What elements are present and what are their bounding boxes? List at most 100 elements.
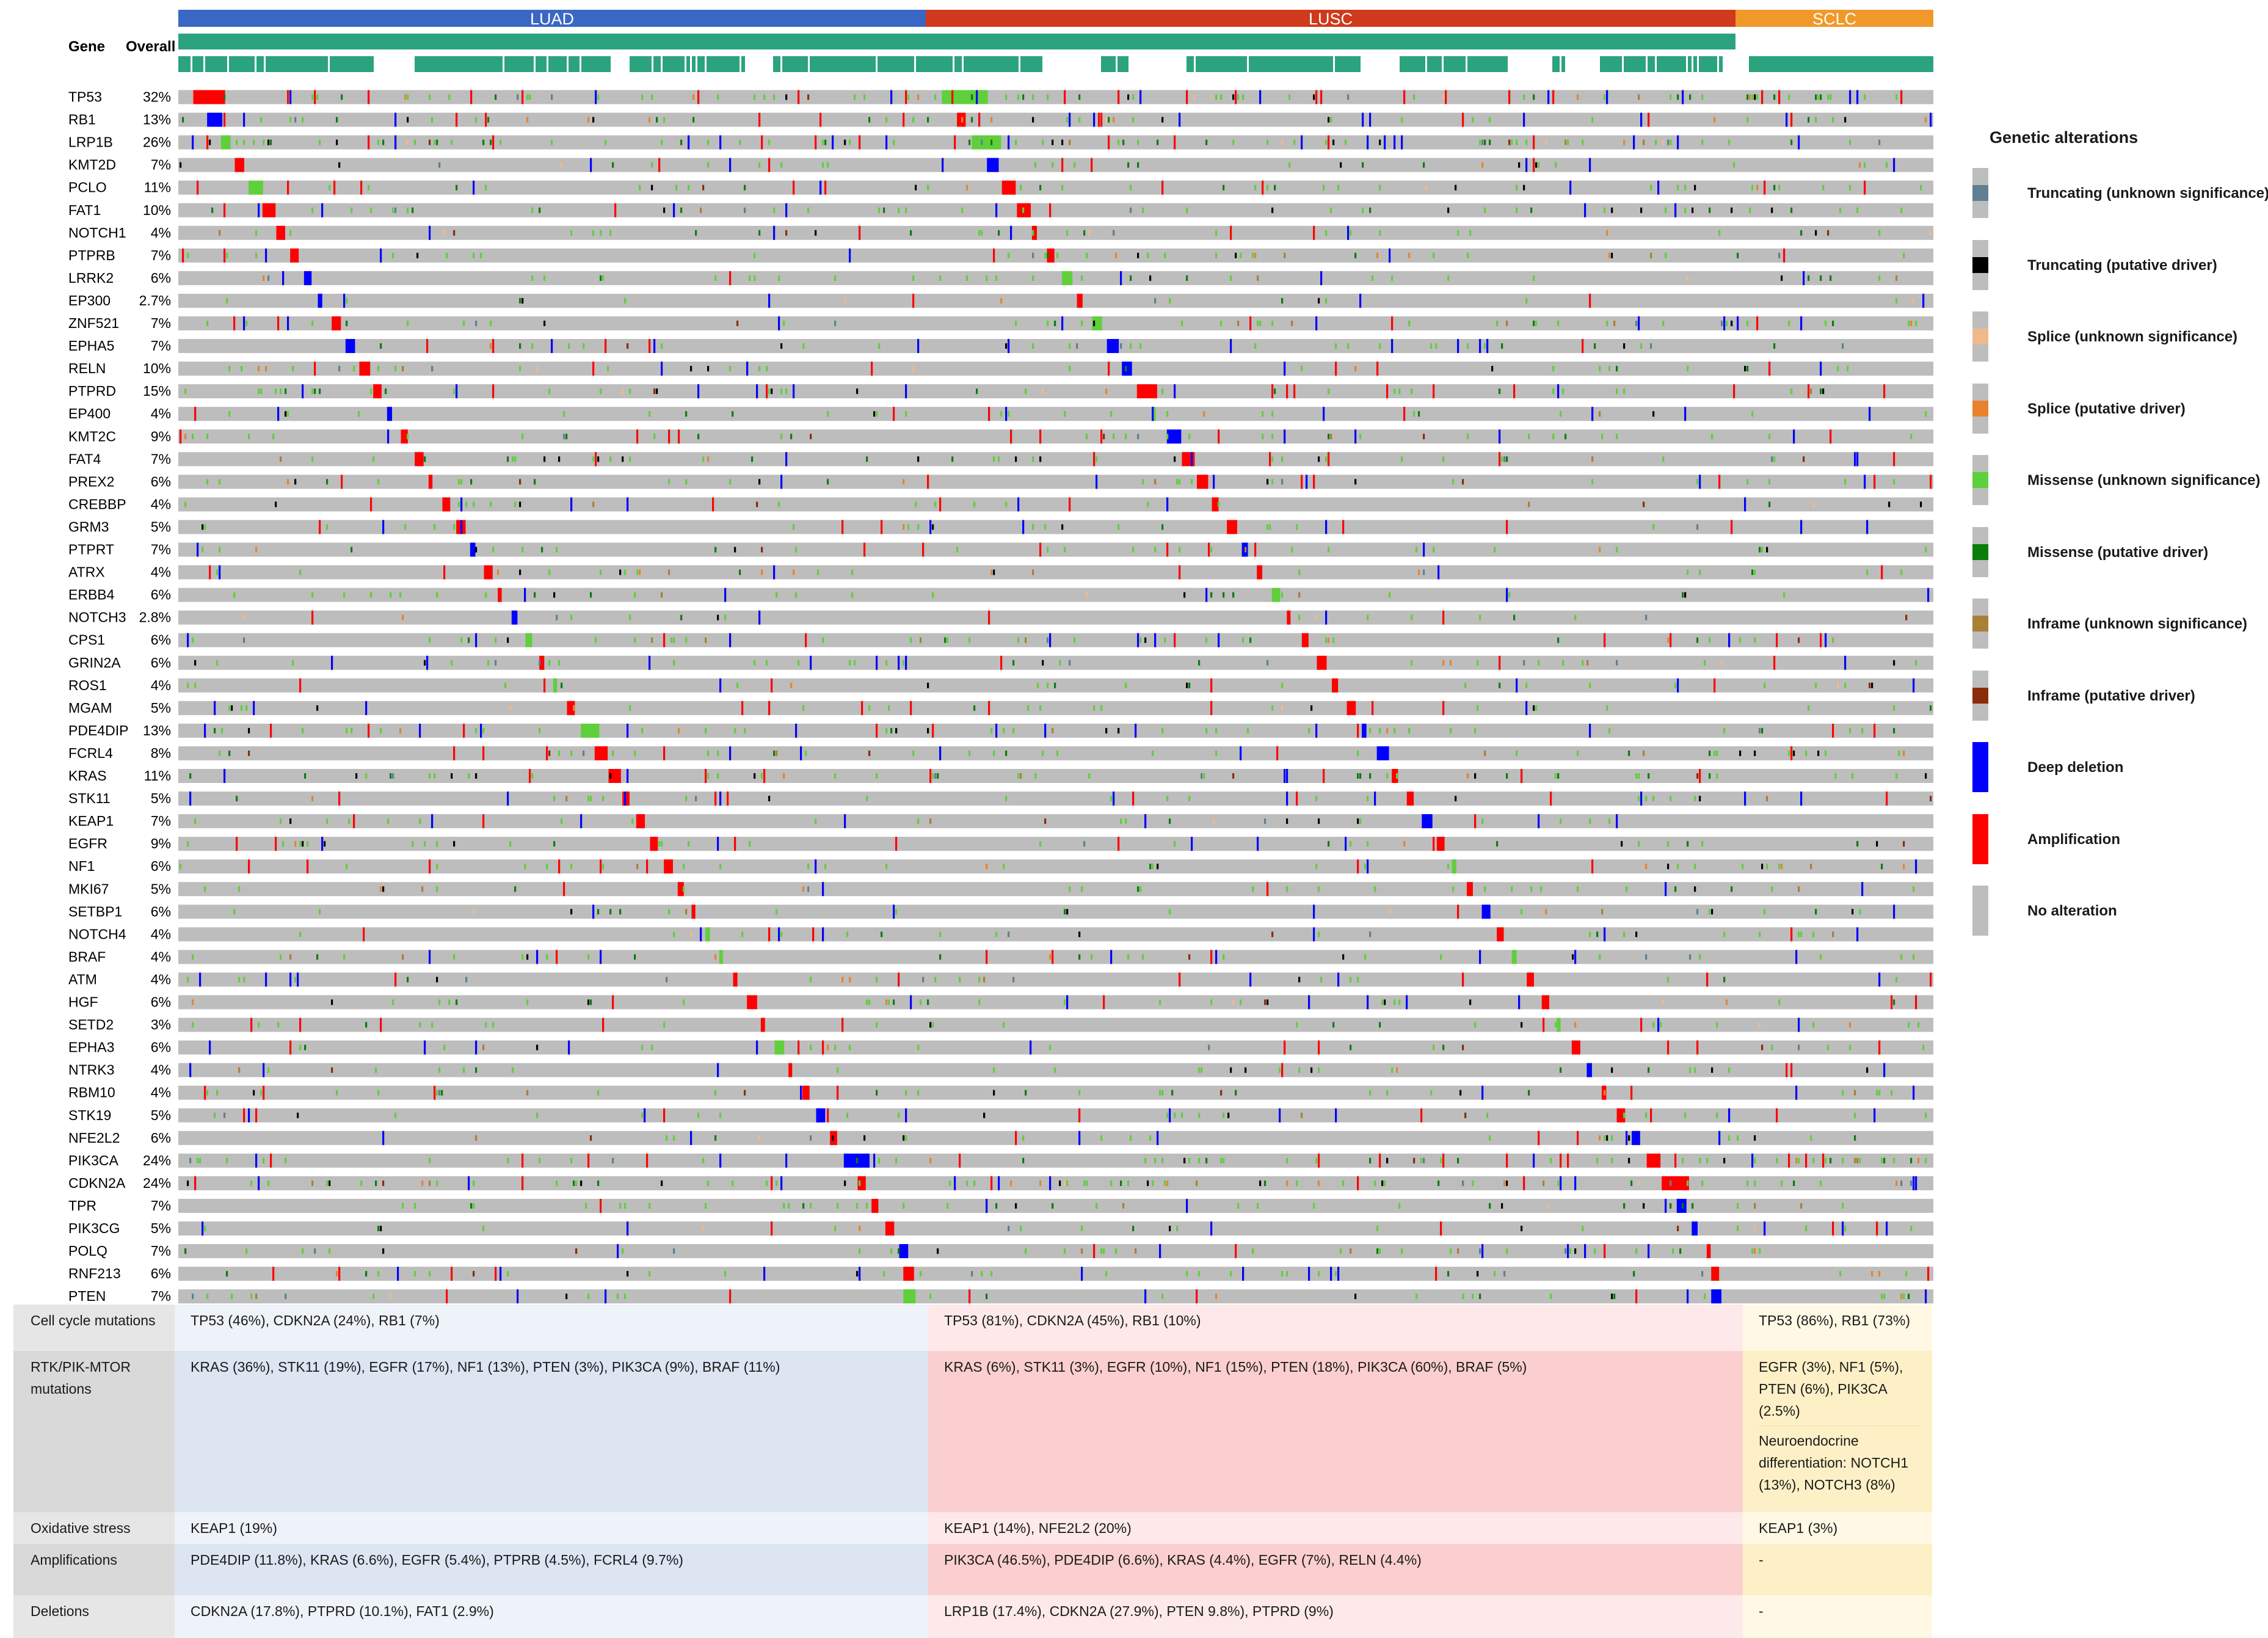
alteration-mark: [1667, 977, 1670, 983]
alteration-mark: [1701, 841, 1704, 847]
alteration-mark: [1513, 384, 1516, 399]
alteration-mark: [348, 818, 351, 824]
overall-frequency: 9%: [151, 428, 171, 444]
alteration-mark: [424, 841, 426, 847]
sclc-cell: TP53 (86%), RB1 (73%): [1743, 1305, 1932, 1351]
row-background: [178, 1289, 1933, 1304]
alteration-mark: [343, 293, 346, 308]
alteration-mark: [619, 569, 622, 575]
alteration-mark: [336, 117, 338, 123]
gene-label: ERBB4: [68, 587, 115, 603]
alteration-block: [871, 1198, 879, 1213]
alteration-mark: [671, 637, 673, 643]
alteration-mark: [978, 112, 981, 127]
luad-cell: CDKN2A (17.8%), PTPRD (10.1%), FAT1 (2.9…: [175, 1595, 928, 1638]
alteration-block: [1347, 701, 1356, 715]
alteration-mark: [627, 769, 629, 783]
gene-column-header: Gene: [68, 38, 105, 55]
alteration-mark: [570, 497, 573, 512]
alteration-mark: [1005, 501, 1008, 508]
alteration-mark: [780, 162, 783, 168]
alteration-mark: [995, 203, 998, 217]
alteration-mark: [1064, 411, 1066, 417]
alteration-mark: [1467, 252, 1469, 258]
alteration-mark: [1895, 1180, 1898, 1186]
alteration-mark: [1898, 750, 1900, 756]
alteration-mark: [453, 230, 456, 236]
gene-label: MGAM: [68, 700, 112, 716]
alteration-mark: [1139, 886, 1142, 892]
alteration-mark: [1499, 655, 1501, 670]
alteration-mark: [551, 139, 553, 145]
alteration-mark: [1269, 452, 1271, 467]
alteration-mark: [617, 1294, 619, 1300]
alteration-mark: [548, 660, 551, 666]
alteration-mark: [961, 207, 964, 213]
alteration-mark: [1394, 388, 1396, 395]
alteration-mark: [1271, 411, 1274, 417]
overall-frequency: 24%: [143, 1175, 171, 1191]
alteration-mark: [658, 158, 661, 172]
alteration-mark: [1652, 1022, 1655, 1028]
alteration-mark: [1674, 682, 1677, 688]
alteration-mark: [282, 841, 285, 847]
alteration-mark: [311, 94, 314, 100]
legend-label: Truncating (putative driver): [2027, 257, 2217, 274]
overall-frequency: 4%: [151, 926, 171, 942]
alteration-mark: [1433, 547, 1435, 553]
alteration-mark: [688, 135, 690, 150]
alteration-mark: [1790, 207, 1793, 213]
alteration-mark: [1247, 727, 1249, 733]
alteration-mark: [1039, 542, 1042, 557]
alteration-mark: [1501, 1203, 1503, 1209]
legend: Genetic alterations Truncating (unknown …: [1972, 122, 2268, 937]
alteration-mark: [1374, 792, 1376, 806]
alteration-mark: [1196, 1289, 1198, 1304]
alteration-mark: [780, 388, 783, 395]
alteration-mark: [314, 1248, 316, 1254]
alteration-mark: [798, 90, 800, 104]
gene-row-fcrl4: FCRL4 8%: [68, 745, 1933, 761]
alteration-mark: [1599, 411, 1601, 417]
gene-row-setbp1: SETBP1 6%: [68, 903, 1933, 919]
alteration-mark: [1120, 1180, 1122, 1186]
gene-label: GRM3: [68, 519, 109, 534]
alteration-mark: [1249, 972, 1252, 987]
alteration-mark: [707, 366, 710, 372]
alteration-mark: [1888, 501, 1891, 508]
alteration-mark: [1766, 547, 1768, 553]
gene-row-pik3ca: PIK3CA 24%: [68, 1152, 1933, 1168]
alteration-mark: [885, 660, 888, 666]
alteration-mark: [1925, 1289, 1927, 1304]
gene-row-egfr: EGFR 9%: [68, 835, 1933, 851]
alteration-block: [511, 610, 518, 625]
alteration-mark: [619, 1203, 622, 1209]
alteration-mark: [1354, 1294, 1357, 1300]
alteration-mark: [1699, 954, 1701, 960]
alteration-mark: [1183, 592, 1186, 598]
overall-frequency: 15%: [143, 383, 171, 399]
alteration-mark: [1474, 727, 1477, 733]
alteration-mark: [456, 384, 458, 399]
alteration-mark: [744, 1090, 746, 1096]
alteration-mark: [1384, 1180, 1386, 1186]
alteration-mark: [1790, 388, 1793, 395]
alteration-mark: [275, 388, 277, 395]
alteration-mark: [1000, 297, 1003, 304]
alteration-mark: [1069, 497, 1071, 512]
alteration-mark: [1254, 542, 1257, 557]
alteration-mark: [793, 569, 795, 575]
alteration-mark: [905, 411, 907, 417]
alteration-mark: [492, 1022, 495, 1028]
alteration-mark: [1496, 841, 1499, 847]
alteration-mark: [297, 1112, 299, 1118]
alteration-mark: [233, 316, 236, 330]
alteration-mark: [927, 184, 929, 191]
alteration-mark: [287, 411, 289, 417]
overall-frequency: 6%: [151, 903, 171, 919]
alteration-mark: [216, 1090, 219, 1096]
alteration-mark: [299, 569, 302, 575]
alteration-mark: [754, 275, 756, 281]
alteration-mark: [287, 180, 289, 195]
alteration-mark: [1591, 479, 1594, 485]
